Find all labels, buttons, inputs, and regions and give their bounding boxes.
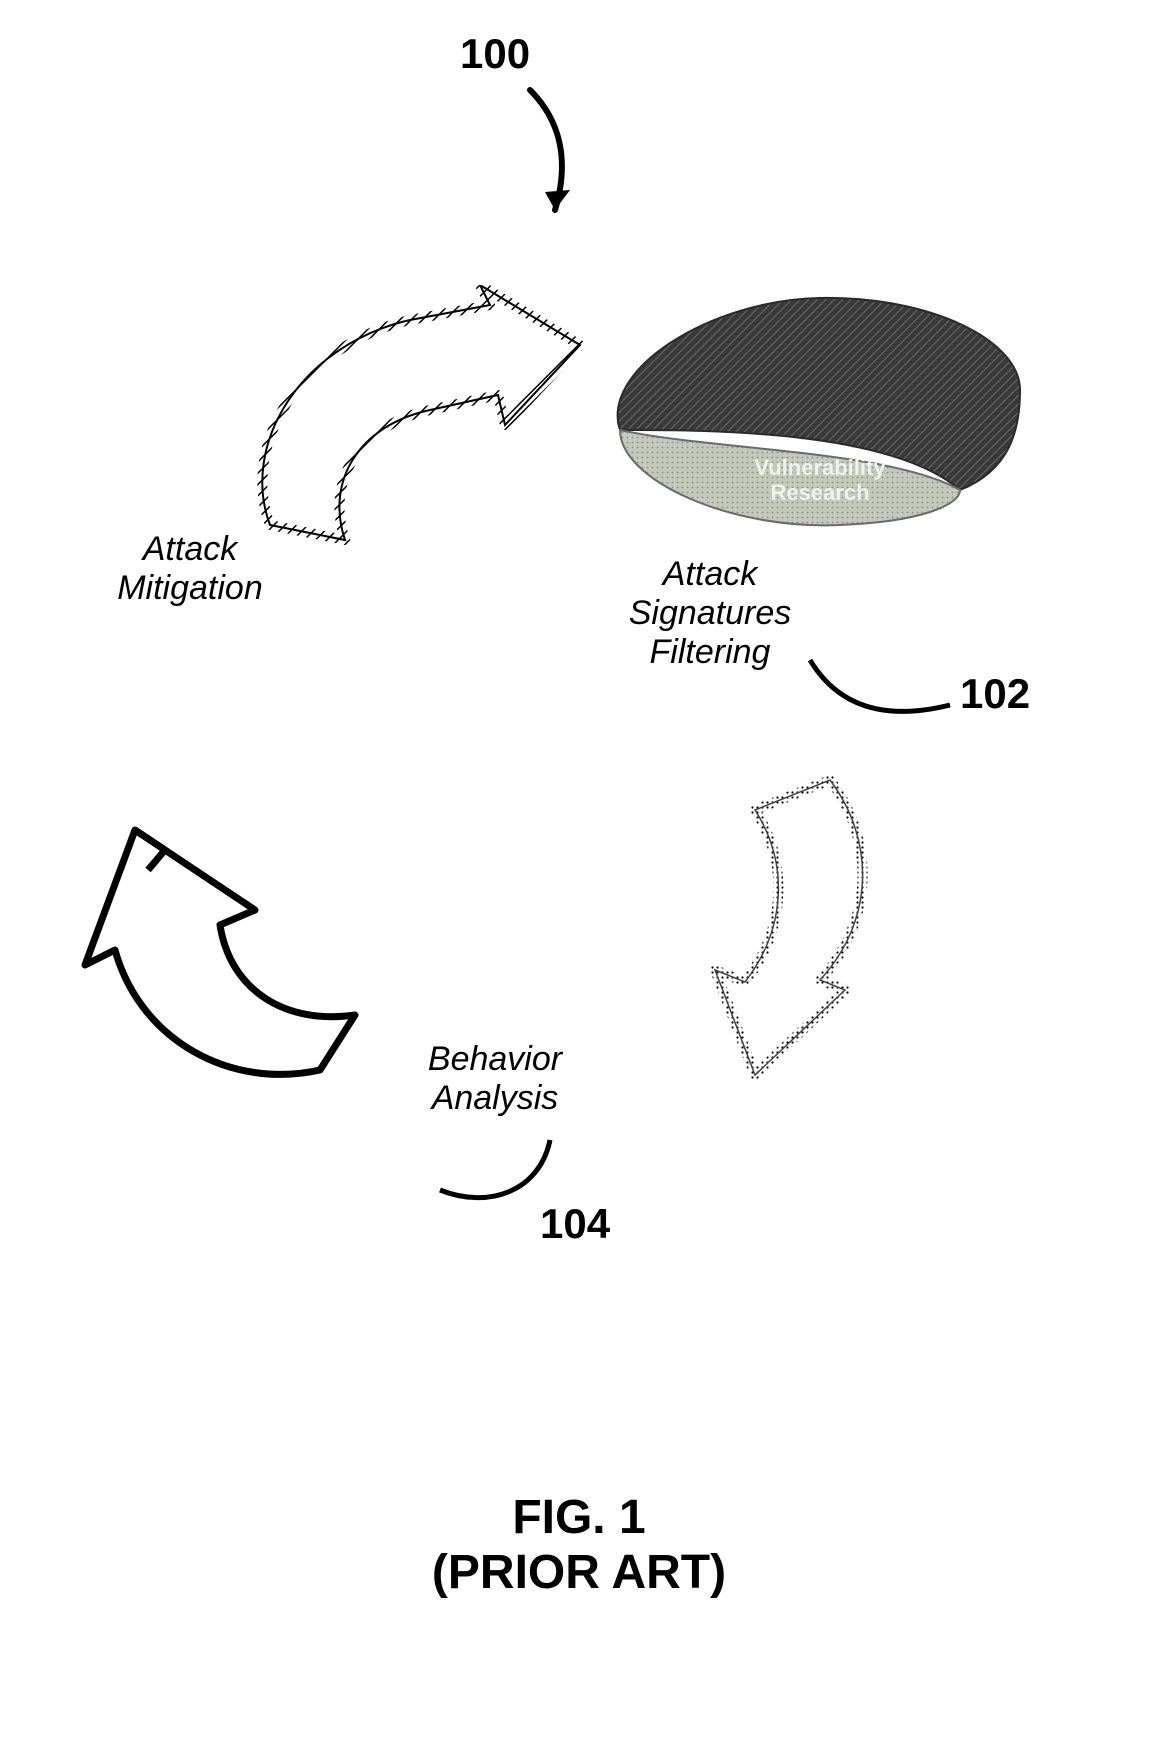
ref-100-arrow <box>500 80 620 240</box>
research-shell: Vulnerability Research <box>590 280 1030 560</box>
ref-102-leader <box>800 650 960 730</box>
behavior-line1: Behavior <box>395 1040 595 1079</box>
figure-caption: FIG. 1 (PRIOR ART) <box>0 1490 1158 1600</box>
figure-page: 100 Vulnerability Research Attack Signat… <box>0 0 1158 1740</box>
ref-102: 102 <box>960 670 1030 718</box>
research-label-line2: Research <box>770 480 869 505</box>
ref-100: 100 <box>460 30 530 78</box>
cycle-arrow-top <box>230 285 600 585</box>
signatures-line2: Signatures <box>600 594 820 633</box>
cycle-arrow-left <box>70 770 370 1110</box>
signatures-line3: Filtering <box>600 633 820 672</box>
ref-104: 104 <box>540 1200 610 1248</box>
signatures-line1: Attack <box>600 555 820 594</box>
caption-line1: FIG. 1 <box>0 1490 1158 1545</box>
signatures-label: Attack Signatures Filtering <box>600 555 820 672</box>
research-label-line1: Vulnerability <box>754 455 886 480</box>
caption-line2: (PRIOR ART) <box>0 1545 1158 1600</box>
cycle-arrow-right <box>640 770 900 1090</box>
behavior-line2: Analysis <box>395 1079 595 1118</box>
behavior-label: Behavior Analysis <box>395 1040 595 1118</box>
